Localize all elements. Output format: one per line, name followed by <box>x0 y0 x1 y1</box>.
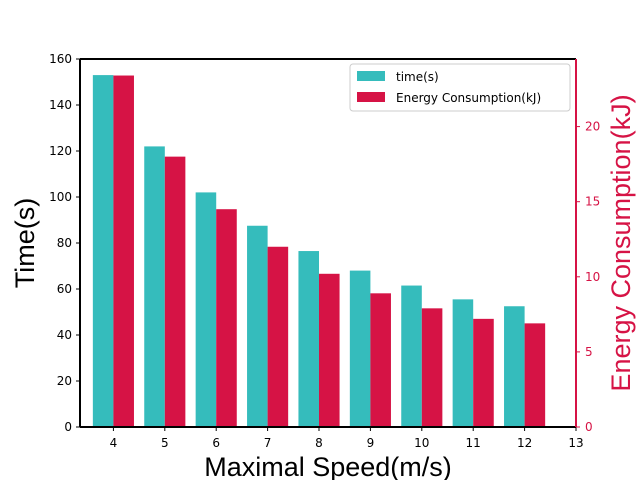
bars-group <box>92 75 546 427</box>
x-tick-label-11: 11 <box>466 436 481 450</box>
y-right-tick-label-15: 15 <box>585 195 600 209</box>
y-tick-label-20: 20 <box>57 374 72 388</box>
x-tick-label-10: 10 <box>414 436 429 450</box>
y-tick-label-80: 80 <box>57 236 72 250</box>
bar-time-10 <box>401 285 422 427</box>
y-right-tick-label-0: 0 <box>585 420 593 434</box>
y-tick-label-100: 100 <box>49 190 72 204</box>
x-tick-label-12: 12 <box>517 436 532 450</box>
y-right-tick-label-10: 10 <box>585 270 600 284</box>
x-tick-label-7: 7 <box>264 436 272 450</box>
x-tick-label-13: 13 <box>568 436 583 450</box>
y-right-tick-label-5: 5 <box>585 345 593 359</box>
bar-energy-9 <box>370 293 391 427</box>
y-tick-label-40: 40 <box>57 328 72 342</box>
legend-swatch-energy <box>357 92 385 102</box>
bar-time-7 <box>247 225 268 427</box>
x-tick-label-4: 4 <box>110 436 118 450</box>
bar-energy-11 <box>473 318 494 427</box>
bar-energy-6 <box>216 209 237 427</box>
legend-swatch-time <box>357 71 385 81</box>
legend-label-energy: Energy Consumption(kJ) <box>396 91 541 105</box>
y-tick-label-120: 120 <box>49 144 72 158</box>
y-tick-label-0: 0 <box>64 420 72 434</box>
y-axis-title-right: Energy Consumption(kJ) <box>606 94 636 391</box>
x-tick-label-9: 9 <box>367 436 375 450</box>
bar-energy-5 <box>164 156 186 427</box>
x-tick-label-6: 6 <box>212 436 220 450</box>
bar-energy-4 <box>113 75 134 427</box>
bar-time-8 <box>298 251 320 427</box>
x-tick-label-5: 5 <box>161 436 169 450</box>
y-tick-label-140: 140 <box>49 98 72 112</box>
bar-energy-12 <box>524 323 546 427</box>
bar-time-9 <box>349 270 371 427</box>
ticks-group: 4 5 6 7 8 9 10 11 12 1302040608010012014016005101… <box>49 52 600 450</box>
y-right-tick-label-20: 20 <box>585 120 600 134</box>
y-tick-label-160: 160 <box>49 52 72 66</box>
legend-label-time: time(s) <box>396 70 439 84</box>
bar-time-11 <box>452 299 474 427</box>
x-tick-label-8: 8 <box>315 436 323 450</box>
bar-time-12 <box>504 306 525 427</box>
bar-energy-10 <box>421 308 443 427</box>
legend: time(s) Energy Consumption(kJ) <box>349 63 571 112</box>
x-axis-title: Maximal Speed(m/s) <box>204 452 452 480</box>
bar-time-6 <box>195 192 217 427</box>
bar-time-4 <box>92 75 114 427</box>
bar-time-5 <box>144 146 165 427</box>
bar-energy-8 <box>319 273 340 427</box>
y-axis-title: Time(s) <box>10 198 40 288</box>
y-tick-label-60: 60 <box>57 282 72 296</box>
legend-box <box>349 63 571 112</box>
bar-energy-7 <box>267 246 289 427</box>
